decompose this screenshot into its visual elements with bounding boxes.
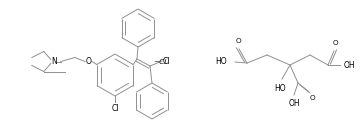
Text: Cl: Cl — [111, 104, 119, 113]
Text: O: O — [235, 38, 241, 44]
Text: O: O — [332, 40, 338, 46]
Text: OH: OH — [288, 99, 300, 108]
Text: O: O — [310, 95, 316, 101]
Text: HO: HO — [274, 84, 286, 93]
Text: N: N — [51, 57, 57, 66]
Text: ~Cl: ~Cl — [153, 59, 166, 65]
Text: Cl: Cl — [163, 56, 170, 66]
Text: HO: HO — [215, 56, 227, 66]
Text: OH: OH — [344, 61, 356, 70]
Text: O: O — [86, 57, 92, 66]
